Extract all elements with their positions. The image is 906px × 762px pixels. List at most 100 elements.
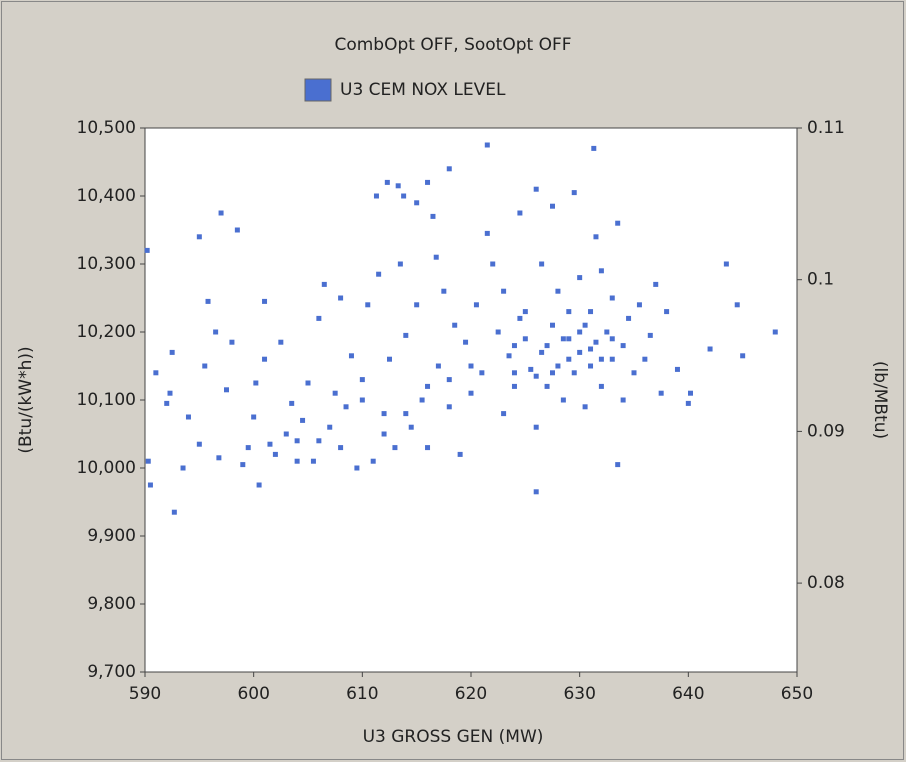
point xyxy=(631,370,637,376)
x-axis-label: U3 GROSS GEN (MW) xyxy=(363,727,544,747)
point xyxy=(216,455,222,461)
point xyxy=(253,380,259,386)
point xyxy=(571,190,577,196)
point xyxy=(245,445,251,451)
point xyxy=(501,288,507,294)
y-tick-label: 10,100 xyxy=(77,390,136,410)
point xyxy=(441,288,447,294)
point xyxy=(338,445,344,451)
y-tick-label: 10,000 xyxy=(77,458,136,478)
point xyxy=(674,366,680,372)
y-tick-label: 10,300 xyxy=(77,254,136,274)
point xyxy=(373,193,379,199)
point xyxy=(664,309,670,315)
point xyxy=(593,339,599,345)
point xyxy=(446,166,452,172)
point xyxy=(430,213,436,219)
point xyxy=(446,404,452,410)
point xyxy=(425,445,431,451)
point xyxy=(376,271,382,277)
point xyxy=(343,404,349,410)
point xyxy=(229,339,235,345)
point xyxy=(251,414,257,420)
point xyxy=(598,268,604,274)
point xyxy=(517,210,523,216)
point xyxy=(577,349,583,355)
point xyxy=(403,332,409,338)
legend-label: U3 CEM NOX LEVEL xyxy=(340,80,506,100)
point xyxy=(740,353,746,359)
point xyxy=(316,315,322,321)
point xyxy=(647,332,653,338)
point xyxy=(144,247,150,253)
point xyxy=(528,366,534,372)
point xyxy=(397,261,403,267)
point xyxy=(272,451,278,457)
point xyxy=(381,431,387,437)
x-tick-label: 600 xyxy=(237,684,269,704)
point xyxy=(560,397,566,403)
point xyxy=(533,424,539,430)
point xyxy=(582,404,588,410)
point xyxy=(533,489,539,495)
point xyxy=(433,254,439,260)
x-tick-label: 620 xyxy=(455,684,487,704)
point xyxy=(566,309,572,315)
plot-area xyxy=(144,127,798,673)
point xyxy=(707,346,713,352)
point xyxy=(555,288,561,294)
point xyxy=(473,302,479,308)
x-tick-label: 650 xyxy=(781,684,813,704)
point xyxy=(294,458,300,464)
point xyxy=(153,370,159,376)
point xyxy=(484,142,490,148)
point xyxy=(522,309,528,315)
point xyxy=(609,295,615,301)
point xyxy=(468,390,474,396)
point xyxy=(224,387,229,393)
point xyxy=(539,261,545,267)
point xyxy=(468,363,474,369)
point xyxy=(283,431,289,437)
point xyxy=(354,465,360,471)
y-tick-label: 10,500 xyxy=(77,118,136,138)
point xyxy=(511,370,517,376)
point xyxy=(401,193,407,199)
point xyxy=(615,220,621,226)
point xyxy=(653,281,659,287)
point xyxy=(289,400,295,406)
point xyxy=(167,390,173,396)
point xyxy=(642,356,648,362)
point xyxy=(495,329,501,335)
y2-tick-label: 0.1 xyxy=(807,270,834,290)
point xyxy=(381,411,387,417)
point xyxy=(300,417,306,423)
point xyxy=(171,509,177,515)
point xyxy=(435,363,441,369)
point xyxy=(359,377,365,383)
y-tick-label: 9,900 xyxy=(87,526,136,546)
point xyxy=(321,281,327,287)
point xyxy=(196,234,202,240)
point xyxy=(658,390,664,396)
point xyxy=(566,336,572,342)
point xyxy=(348,353,354,359)
point xyxy=(544,343,550,349)
point xyxy=(196,441,202,447)
point xyxy=(685,400,691,406)
point xyxy=(395,183,401,189)
point xyxy=(316,438,322,444)
point xyxy=(185,414,191,420)
x-tick-label: 630 xyxy=(563,684,595,704)
point xyxy=(588,346,594,352)
y2-tick-label: 0.08 xyxy=(807,573,845,593)
point xyxy=(414,200,420,206)
point xyxy=(256,482,262,488)
point xyxy=(218,210,224,216)
point xyxy=(522,336,528,342)
point xyxy=(384,179,390,185)
y-axis-label: (Btu/(kW*h)) xyxy=(16,346,36,453)
point xyxy=(419,397,425,403)
point xyxy=(213,329,219,335)
